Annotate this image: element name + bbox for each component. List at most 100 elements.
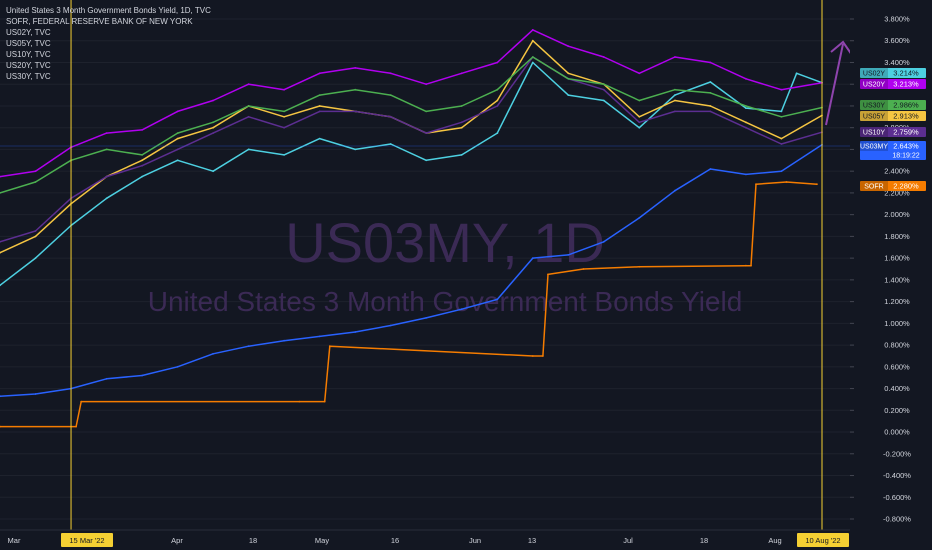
series-point — [354, 148, 357, 151]
series-us30y-line — [0, 56, 823, 194]
time-tick-label: 13 — [528, 536, 536, 545]
series-point — [141, 159, 144, 162]
time-axis[interactable]: Mar 15 Mar '22 Apr 18 May 16 Jun 13 Jul 18 Aug 10 A… — [0, 529, 850, 547]
series-point — [745, 121, 747, 124]
badge-bg — [860, 127, 926, 137]
badge-symbol: US20Y — [863, 82, 886, 89]
badge-value: 2.759% — [893, 128, 919, 137]
series-point — [212, 126, 215, 129]
series-point — [531, 355, 534, 357]
watermark-description: United States 3 Month Government Bonds Y… — [148, 286, 743, 317]
y-tick-label: 2.400% — [884, 167, 910, 176]
y-tick-label: 1.200% — [884, 297, 910, 306]
series-point — [460, 308, 463, 311]
series-point — [389, 72, 392, 75]
series-point — [709, 110, 712, 113]
time-tick-label: May — [315, 536, 329, 545]
series-point — [638, 265, 641, 268]
badge-value: 2.913% — [893, 112, 919, 121]
time-tick-label: Apr — [171, 536, 183, 545]
series-point — [318, 72, 321, 75]
series-point — [531, 56, 534, 58]
badge-value: 2.643% — [893, 142, 919, 151]
badge-symbol: US02Y — [863, 71, 886, 78]
time-tick-label: 16 — [391, 536, 399, 545]
series-point — [425, 110, 428, 113]
series-point — [780, 110, 783, 113]
price-axis[interactable]: 3.800%3.600%3.400%3.200%3.000%2.800%2.60… — [850, 0, 932, 550]
badge-value: 2.986% — [893, 101, 919, 110]
badge-symbol: US10Y — [863, 130, 886, 137]
series-point — [75, 425, 77, 428]
badge-countdown: 18:19:22 — [892, 153, 919, 160]
series-point — [745, 173, 747, 176]
series-point — [80, 400, 83, 403]
series-point — [141, 129, 144, 131]
y-tick-label: 1.600% — [884, 254, 910, 263]
series-point — [0, 395, 1, 398]
grid — [0, 18, 850, 520]
time-marker-label: 10 Aug '22 — [805, 536, 840, 545]
badge-symbol-bg — [860, 79, 888, 89]
series-point — [318, 137, 321, 140]
series-point — [389, 115, 392, 118]
series-point — [638, 217, 641, 219]
badge-us20y: US20Y 3.213% — [860, 79, 926, 89]
y-tick-label: 1.000% — [884, 319, 910, 328]
badge-symbol-bg — [860, 111, 888, 121]
series-point — [780, 170, 783, 173]
series-point — [105, 132, 108, 135]
series-point — [709, 81, 712, 83]
series-point — [283, 126, 285, 129]
price-axis-bg — [850, 0, 932, 550]
series-point — [795, 72, 798, 75]
series-point — [785, 181, 788, 183]
series-point — [389, 143, 392, 145]
series-point — [283, 154, 285, 156]
series-point — [0, 251, 1, 254]
y-tick-label: -0.600% — [883, 493, 911, 502]
series-point — [709, 92, 712, 94]
series-point — [283, 339, 285, 342]
series-point — [318, 94, 321, 96]
badge-bg — [860, 181, 926, 191]
legend-line: US02Y, TVC — [6, 28, 51, 37]
series-point — [567, 45, 570, 48]
legend-line: SOFR, FEDERAL RESERVE BANK OF NEW YORK — [6, 17, 193, 26]
y-tick-label: 0.000% — [884, 428, 910, 437]
series-point — [638, 121, 641, 124]
series-point — [750, 264, 752, 267]
badge-us02y: US02Y 3.214% — [860, 68, 926, 78]
series-point — [212, 121, 215, 124]
trend-arrow — [825, 40, 853, 126]
series-point — [567, 77, 570, 80]
series-point — [34, 235, 37, 238]
series-point — [745, 105, 747, 107]
series-point — [674, 99, 676, 102]
series-point — [602, 99, 605, 102]
time-tick-label: 18 — [700, 536, 708, 545]
series-point — [247, 105, 250, 107]
time-tick-label: 18 — [249, 536, 257, 545]
series-point — [638, 115, 641, 118]
series-point — [141, 374, 144, 377]
y-tick-label: 0.800% — [884, 341, 910, 350]
series-point — [638, 126, 641, 129]
series-point — [105, 197, 108, 200]
y-tick-label: 3.400% — [884, 58, 910, 67]
series-point — [531, 29, 534, 31]
series-point — [602, 83, 605, 86]
series-point — [323, 400, 326, 403]
series-point — [567, 72, 570, 75]
series-point — [567, 254, 570, 256]
legend-line: US30Y, TVC — [6, 72, 51, 81]
badge-symbol-bg — [860, 181, 888, 191]
badge-symbol-bg — [860, 68, 888, 78]
y-tick-label: 3.600% — [884, 36, 910, 45]
series-point — [674, 88, 676, 91]
series-point — [780, 143, 783, 145]
series-point — [460, 72, 463, 75]
series-point — [176, 132, 179, 135]
